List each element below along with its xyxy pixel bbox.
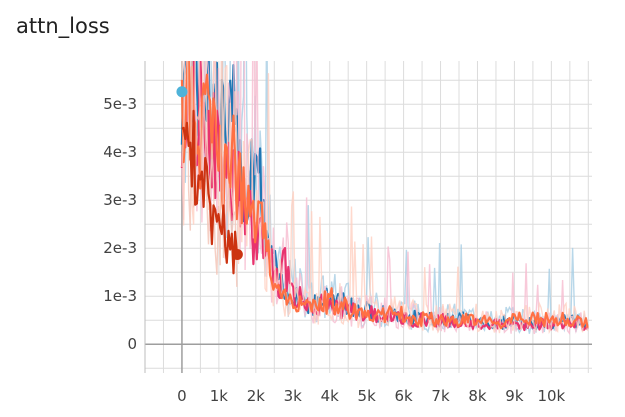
x-tick-label: 4k bbox=[321, 387, 340, 405]
y-tick-label: 5e-3 bbox=[103, 95, 137, 113]
series-raw-line bbox=[181, 61, 238, 287]
y-tick-label: 4e-3 bbox=[103, 143, 137, 161]
x-tick-label: 7k bbox=[431, 387, 450, 405]
x-tick-label: 0 bbox=[177, 387, 187, 405]
y-tick-label: 2e-3 bbox=[103, 239, 137, 257]
y-tick-label: 1e-3 bbox=[103, 287, 137, 305]
x-tick-label: 8k bbox=[468, 387, 487, 405]
series-raw-line bbox=[181, 61, 589, 334]
y-tick-label: 3e-3 bbox=[103, 191, 137, 209]
x-tick-label: 3k bbox=[284, 387, 303, 405]
series-smoothed-line bbox=[181, 109, 238, 275]
series-end-marker bbox=[231, 248, 243, 260]
series-layer bbox=[176, 61, 589, 335]
x-tick-label: 10k bbox=[537, 387, 565, 405]
chart-title: attn_loss bbox=[16, 14, 110, 38]
x-tick-label: 9k bbox=[505, 387, 524, 405]
x-tick-label: 5k bbox=[358, 387, 377, 405]
series-smoothed-line bbox=[180, 61, 589, 330]
x-tick-label: 1k bbox=[210, 387, 229, 405]
series-end-marker bbox=[176, 86, 188, 98]
y-tick-label: 0 bbox=[127, 335, 137, 353]
x-tick-label: 2k bbox=[247, 387, 266, 405]
series-3 bbox=[181, 61, 238, 287]
tick-labels: 0 1e-3 2e-3 3e-3 4e-3 5e-3 0 1k 2k 3k 4k 5k 6k 7k 8k 9k… bbox=[103, 95, 565, 405]
series-2 bbox=[180, 61, 589, 335]
x-tick-label: 6k bbox=[394, 387, 413, 405]
